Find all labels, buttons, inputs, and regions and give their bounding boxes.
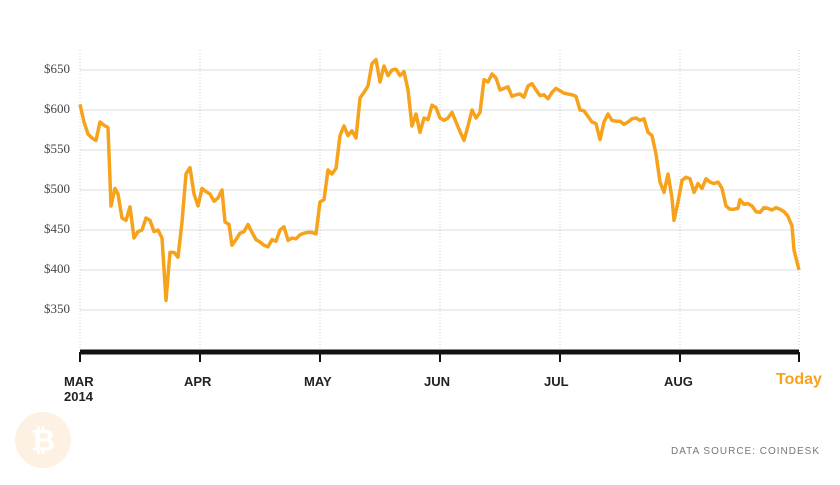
y-tick-label: $450	[44, 221, 70, 236]
y-tick-label: $400	[44, 261, 70, 276]
bitcoin-icon: ₿	[15, 412, 71, 468]
y-tick-label: $600	[44, 101, 70, 116]
x-tick-label: Today	[776, 371, 822, 388]
x-tick-label: APR	[184, 374, 212, 389]
x-tick-label: JUL	[544, 374, 569, 389]
y-tick-label: $500	[44, 181, 70, 196]
y-tick-label: $550	[44, 141, 70, 156]
source-note: DATA SOURCE: COINDESK	[671, 446, 820, 457]
x-tick-label: JUN	[424, 374, 451, 389]
svg-text:₿: ₿	[31, 424, 55, 459]
price-line	[78, 57, 801, 303]
y-tick-label: $650	[44, 61, 70, 76]
y-tick-label: $350	[44, 301, 70, 316]
x-tick-label: MAR 2014	[64, 374, 94, 404]
x-tick-label: MAY	[304, 374, 332, 389]
x-tick-label: AUG	[664, 374, 693, 389]
